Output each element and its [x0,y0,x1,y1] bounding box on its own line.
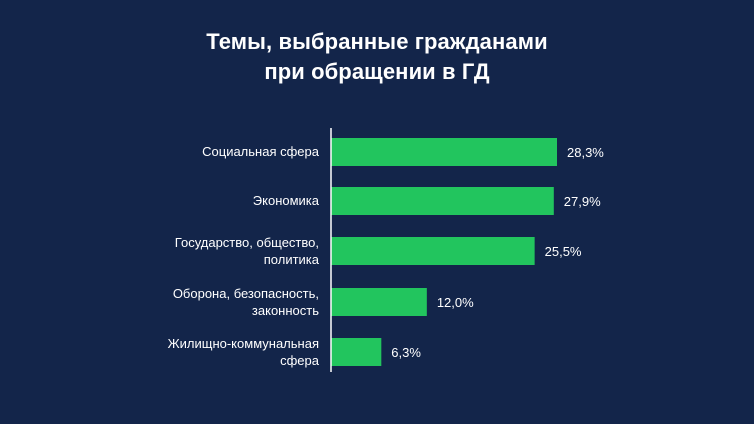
category-label-2: Экономика [253,193,320,208]
value-label-3: 25,5% [545,244,582,259]
category-label-5-line-1: Жилищно-коммунальная [168,336,319,351]
bar-1 [331,138,557,166]
value-label-2: 27,9% [564,194,601,209]
category-label-4-line-1: Оборона, безопасность, [173,286,319,301]
bar-2 [331,187,554,215]
bar-5 [331,338,382,366]
category-label-5: Жилищно-коммунальная сфера [168,336,320,368]
category-label-3-line-1: Государство, общество, [175,235,319,250]
category-label-1: Социальная сфера [202,144,320,159]
category-label-5-line-2: сфера [280,353,320,368]
category-label-4: Оборона, безопасность, законность [173,286,319,318]
value-label-1: 28,3% [567,145,604,160]
bar-4 [331,288,427,316]
category-label-1-line-1: Социальная сфера [202,144,320,159]
bar-3 [331,237,535,265]
labels-layer: 28,3% Социальная сфера 27,9% Экономика 25,5%… [168,144,605,368]
chart-title: Темы, выбранные гражданами при обращении… [0,27,754,87]
category-label-4-line-2: законность [252,303,319,318]
chart-title-line-2: при обращении в ГД [264,59,490,84]
category-label-2-line-1: Экономика [253,193,320,208]
value-label-4: 12,0% [437,295,474,310]
bars-layer [331,138,557,366]
chart-title-line-1: Темы, выбранные гражданами [206,29,548,54]
category-label-3-line-2: политика [264,252,320,267]
category-label-3: Государство, общество, политика [175,235,320,267]
value-label-5: 6,3% [391,345,421,360]
